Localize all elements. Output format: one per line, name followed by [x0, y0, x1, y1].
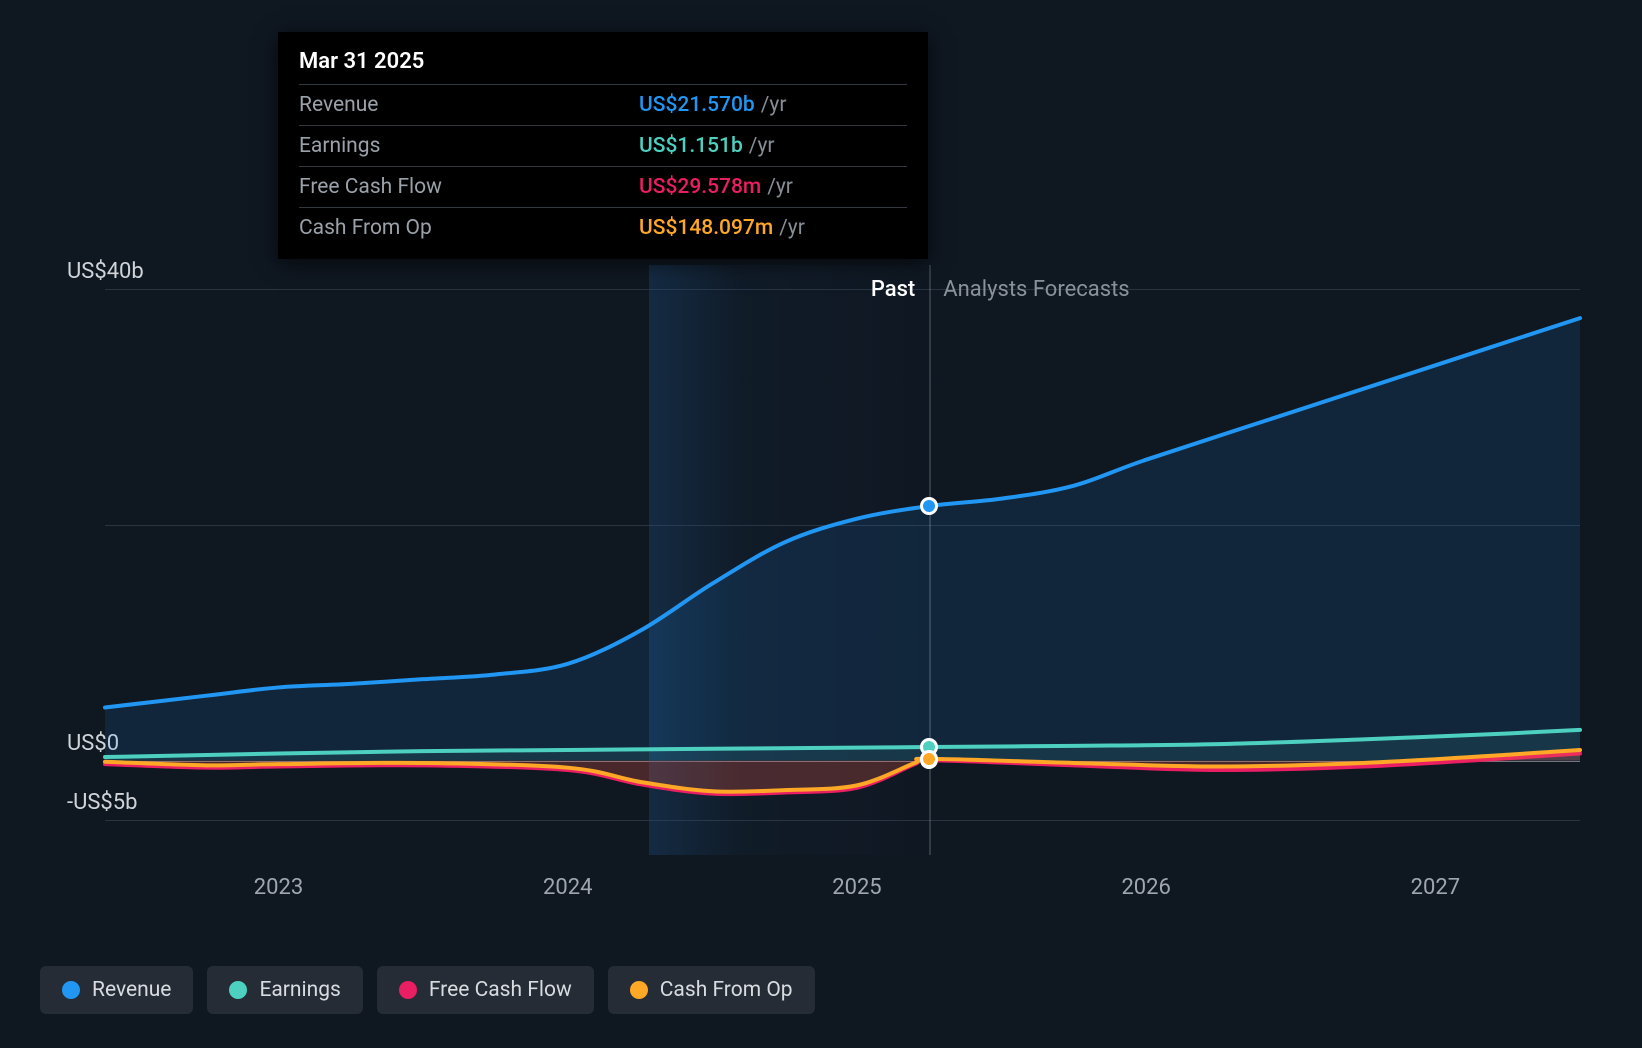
- tooltip-row-revenue: RevenueUS$21.570b/yr: [299, 84, 907, 125]
- x-axis-label: 2025: [832, 875, 881, 900]
- series-fill-revenue: [105, 318, 1580, 760]
- legend-dot-icon: [229, 981, 247, 999]
- legend-item-earnings[interactable]: Earnings: [207, 966, 362, 1014]
- tooltip-value: US$29.578m: [639, 175, 761, 199]
- tooltip-value: US$148.097m: [639, 216, 773, 240]
- tooltip-row-cfo: Cash From OpUS$148.097m/yr: [299, 207, 907, 248]
- tooltip-row-earnings: EarningsUS$1.151b/yr: [299, 125, 907, 166]
- tooltip-date: Mar 31 2025: [299, 49, 907, 74]
- legend-dot-icon: [630, 981, 648, 999]
- legend-dot-icon: [399, 981, 417, 999]
- legend-label: Free Cash Flow: [429, 978, 572, 1002]
- x-axis-label: 2024: [543, 875, 592, 900]
- legend-label: Cash From Op: [660, 978, 793, 1002]
- tooltip-value: US$21.570b: [639, 93, 755, 117]
- tooltip-suffix: /yr: [779, 216, 805, 240]
- tooltip-suffix: /yr: [749, 134, 775, 158]
- tooltip-label: Revenue: [299, 93, 639, 117]
- chart-svg: [105, 265, 1580, 855]
- legend-item-fcf[interactable]: Free Cash Flow: [377, 966, 594, 1014]
- legend-label: Earnings: [259, 978, 340, 1002]
- x-axis-label: 2026: [1121, 875, 1170, 900]
- tooltip-label: Free Cash Flow: [299, 175, 639, 199]
- hover-dot-revenue: [920, 497, 938, 515]
- plot-area[interactable]: US$40bUS$0-US$5b20232024202520262027Past…: [105, 265, 1580, 855]
- chart-legend: Revenue Earnings Free Cash Flow Cash From O…: [40, 966, 815, 1014]
- legend-item-revenue[interactable]: Revenue: [40, 966, 193, 1014]
- tooltip-value: US$1.151b: [639, 134, 743, 158]
- hover-dot-cfo: [920, 750, 938, 768]
- legend-label: Revenue: [92, 978, 171, 1002]
- tooltip-label: Earnings: [299, 134, 639, 158]
- legend-dot-icon: [62, 981, 80, 999]
- chart-tooltip: Mar 31 2025 RevenueUS$21.570b/yrEarnings…: [278, 32, 928, 259]
- legend-item-cfo[interactable]: Cash From Op: [608, 966, 815, 1014]
- tooltip-suffix: /yr: [761, 93, 787, 117]
- x-axis-label: 2023: [254, 875, 303, 900]
- tooltip-label: Cash From Op: [299, 216, 639, 240]
- tooltip-suffix: /yr: [767, 175, 793, 199]
- x-axis-label: 2027: [1411, 875, 1460, 900]
- tooltip-row-fcf: Free Cash FlowUS$29.578m/yr: [299, 166, 907, 207]
